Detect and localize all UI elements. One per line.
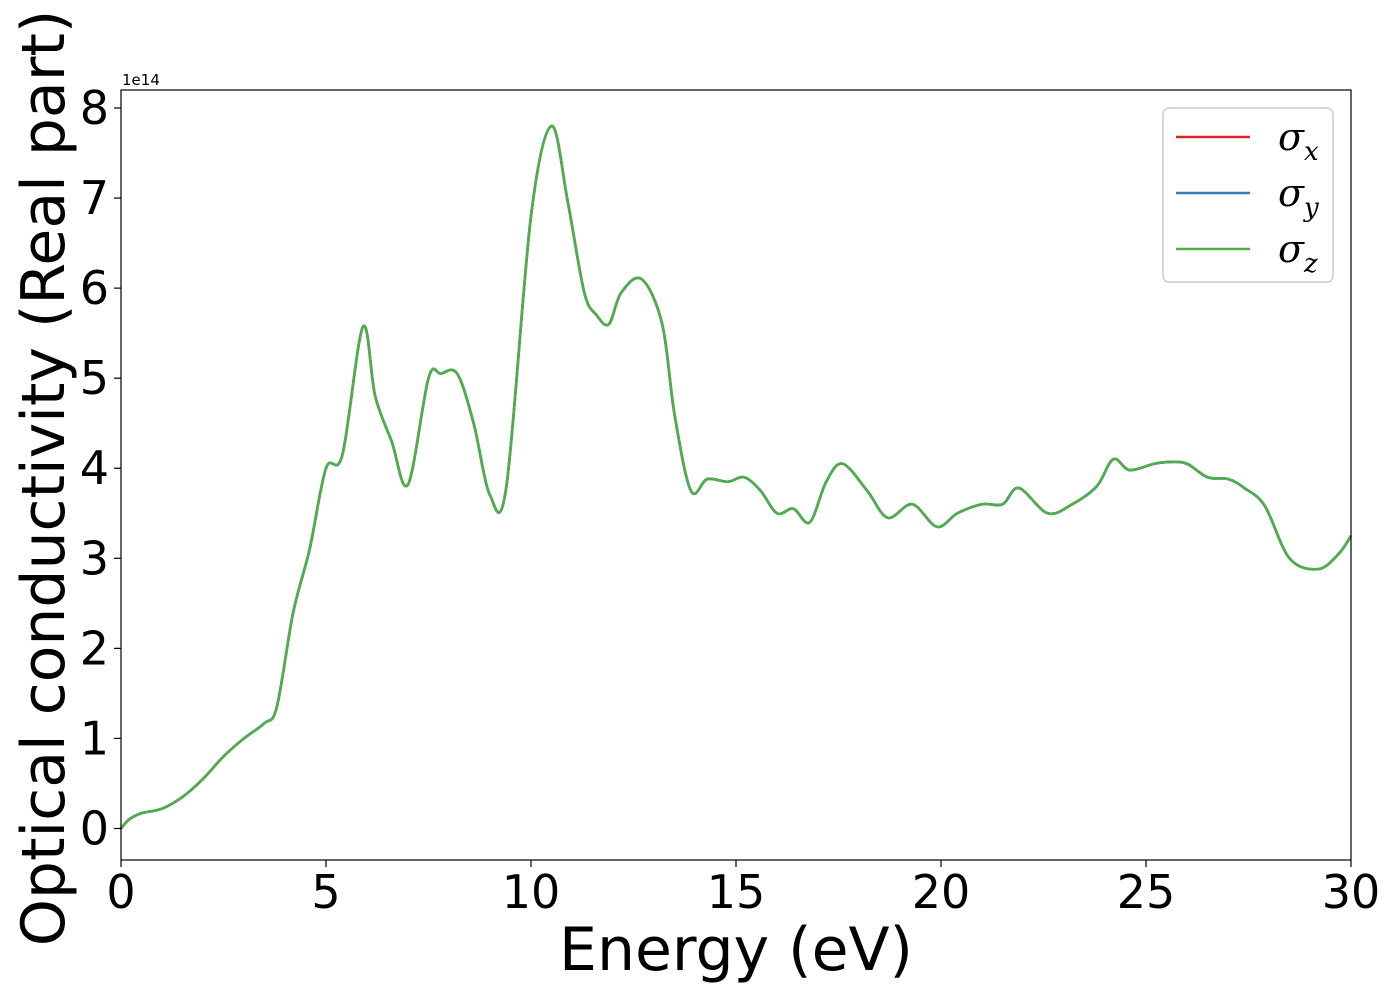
y-offset-label: 1e14 [122, 71, 160, 89]
legend-subscript: y [1303, 193, 1319, 223]
y-tick-label: 3 [80, 531, 109, 585]
series-line-z [120, 124, 1353, 830]
x-tick-label: 5 [311, 865, 340, 919]
x-tick-label: 20 [912, 865, 971, 919]
y-tick-label: 5 [80, 351, 109, 405]
x-tick-label: 30 [1322, 865, 1381, 919]
y-tick-label: 6 [80, 261, 109, 315]
y-tick-label: 2 [80, 621, 109, 675]
legend-label: σz [1278, 227, 1318, 279]
legend-symbol: σ [1278, 171, 1305, 215]
legend-symbol: σ [1278, 227, 1305, 271]
y-tick-label: 4 [80, 441, 109, 495]
y-tick-label: 7 [80, 171, 109, 225]
y-tick-label: 8 [80, 81, 109, 135]
legend-label: σy [1278, 171, 1319, 223]
x-tick-label: 25 [1117, 865, 1176, 919]
x-tick-label: 10 [502, 865, 561, 919]
x-axis-ticks: 0 5 10 15 20 25 30 [106, 860, 1380, 919]
x-tick-label: 0 [106, 865, 135, 919]
series-layer [120, 124, 1353, 830]
x-tick-label: 15 [707, 865, 766, 919]
legend-box [1162, 107, 1334, 283]
legend-subscript: x [1304, 137, 1319, 167]
legend-subscript: z [1303, 249, 1318, 279]
legend-symbol: σ [1278, 115, 1305, 159]
y-axis-ticks: 0 1 2 3 4 5 6 7 8 [80, 81, 121, 855]
y-axis-label: Optical conductivity (Real part) [9, 10, 79, 947]
legend-label: σx [1278, 115, 1319, 167]
y-tick-label: 0 [80, 801, 109, 855]
x-axis-label: Energy (eV) [559, 915, 913, 985]
y-tick-label: 1 [80, 711, 109, 765]
